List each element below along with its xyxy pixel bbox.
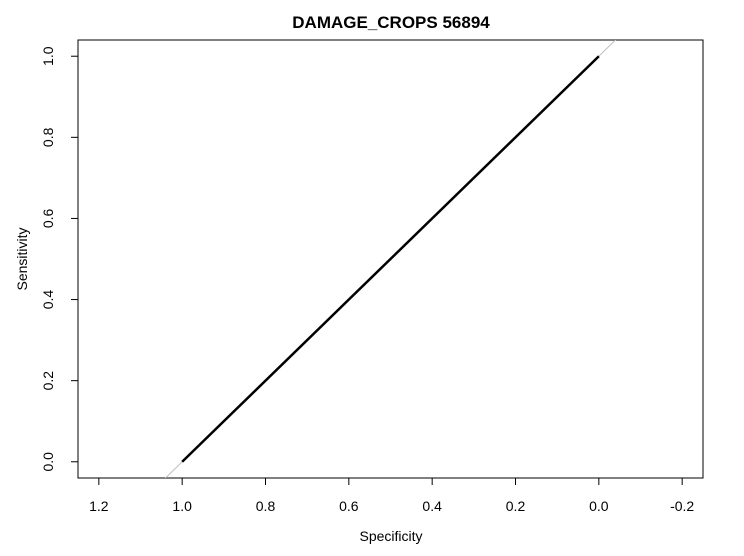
x-tick-label: 0.2 xyxy=(506,498,526,514)
y-axis: 0.0 0.2 0.4 0.6 0.8 1.0 xyxy=(40,46,78,472)
roc-curve-line xyxy=(181,55,600,463)
x-axis: 1.2 1.0 0.8 0.6 0.4 0.2 0.0 -0.2 xyxy=(89,478,694,514)
diagonal-reference-line xyxy=(164,40,617,478)
chart-title: DAMAGE_CROPS 56894 xyxy=(292,13,490,32)
y-axis-label: Sensitivity xyxy=(14,227,30,290)
y-tick-label: 0.4 xyxy=(40,290,56,310)
plot-area xyxy=(164,40,617,478)
x-tick-label: 0.8 xyxy=(256,498,276,514)
y-tick-label: 0.6 xyxy=(40,209,56,229)
y-tick-label: 0.2 xyxy=(40,371,56,391)
y-tick-label: 0.0 xyxy=(40,452,56,472)
x-tick-label: 0.0 xyxy=(589,498,609,514)
y-tick-label: 1.0 xyxy=(40,46,56,66)
x-axis-label: Specificity xyxy=(359,528,422,544)
x-tick-label: 0.4 xyxy=(422,498,442,514)
x-tick-label: -0.2 xyxy=(670,498,694,514)
x-tick-label: 1.0 xyxy=(172,498,192,514)
x-tick-label: 1.2 xyxy=(89,498,109,514)
x-tick-label: 0.6 xyxy=(339,498,359,514)
y-tick-label: 0.8 xyxy=(40,127,56,147)
plot-frame xyxy=(77,39,704,479)
